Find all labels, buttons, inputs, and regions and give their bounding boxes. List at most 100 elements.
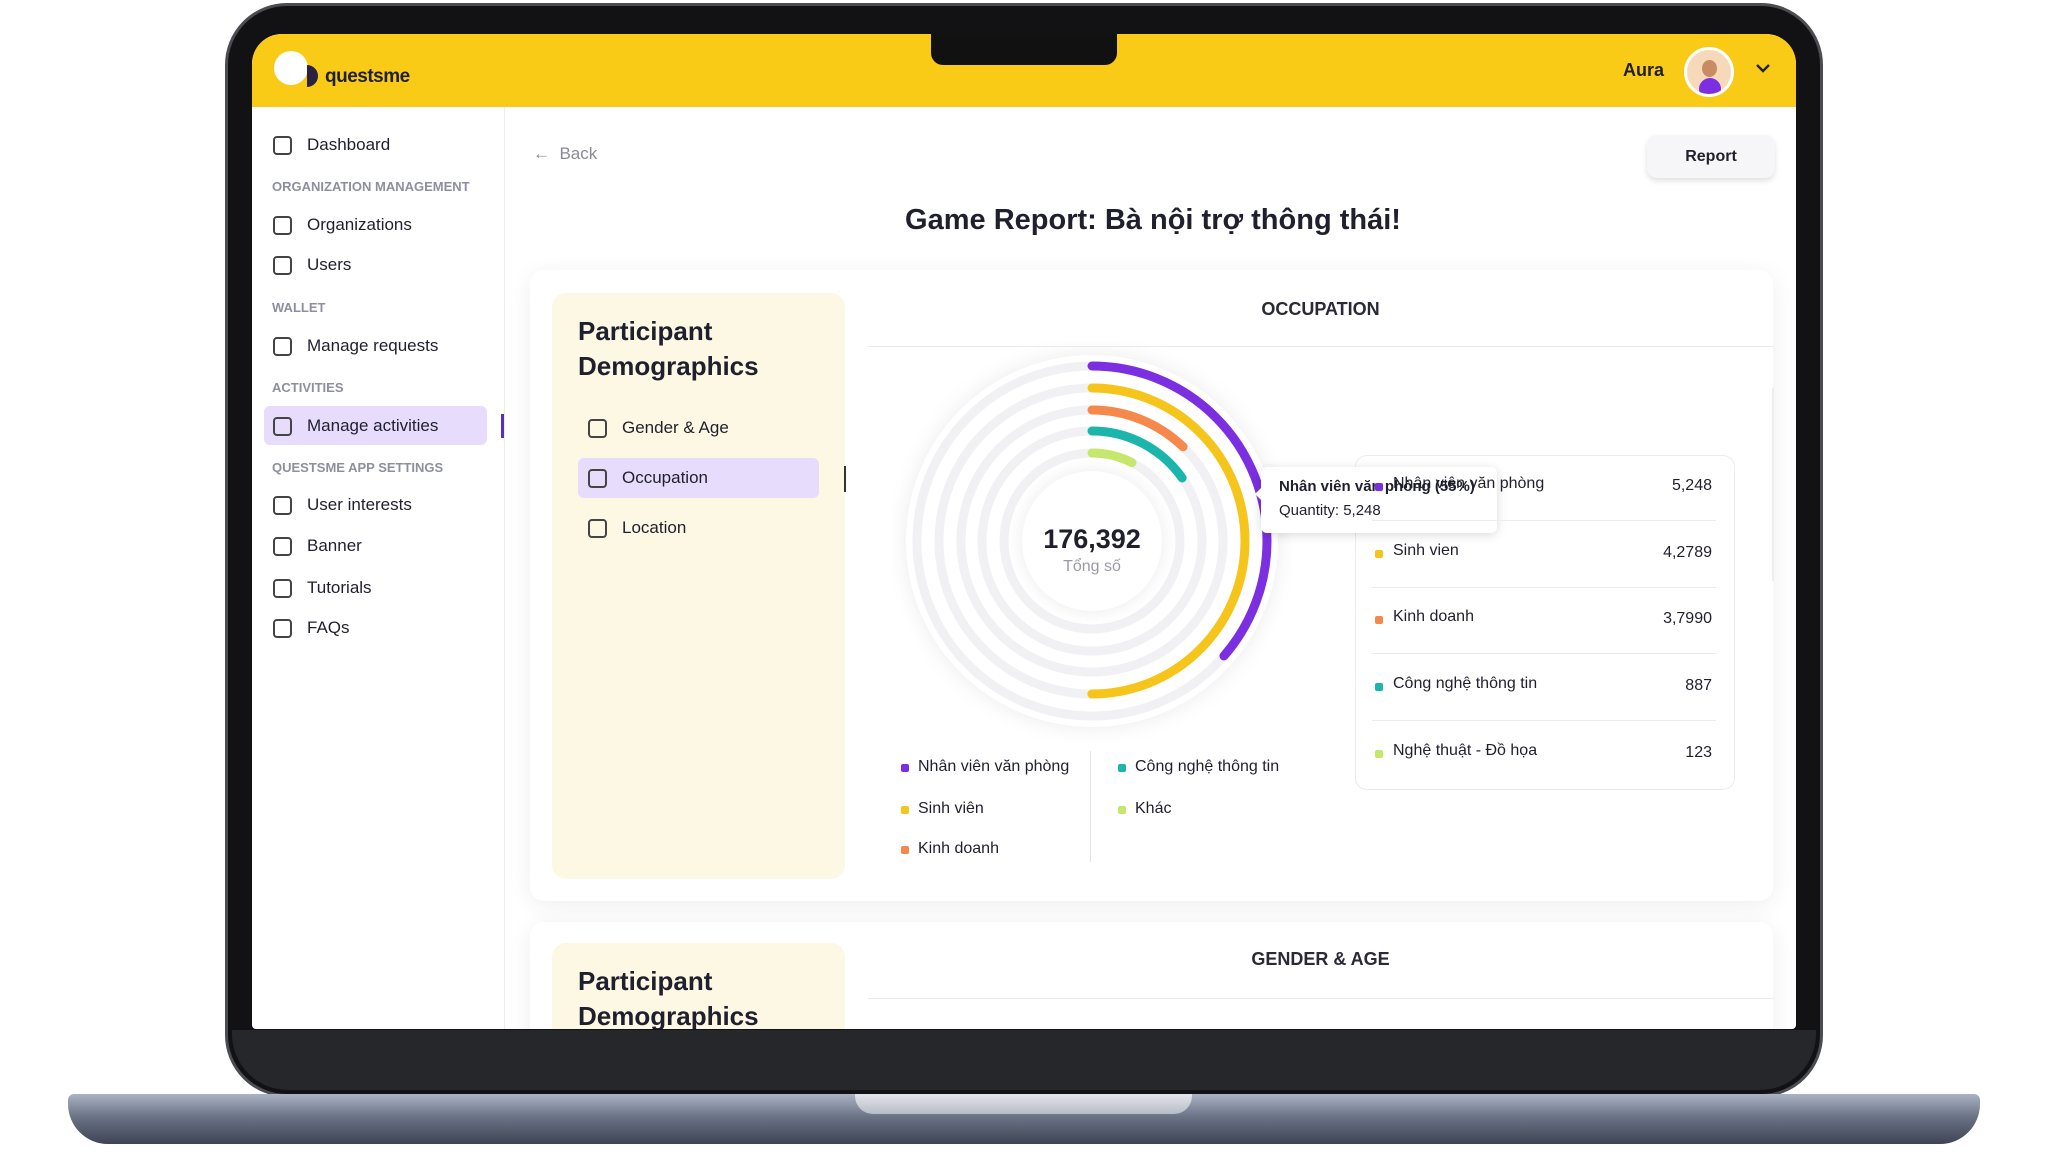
sidebar-item[interactable]: Manage requests xyxy=(307,335,439,355)
row-divider xyxy=(1372,653,1716,654)
section-divider xyxy=(868,346,1773,347)
dropdown-chevron[interactable] xyxy=(1755,62,1771,74)
menu-icon xyxy=(588,419,607,438)
row-dot xyxy=(1375,550,1383,558)
menu-icon xyxy=(273,216,292,235)
menu-icon xyxy=(273,337,292,356)
row-name: Sinh vien xyxy=(1393,542,1459,560)
user-avatar[interactable] xyxy=(1684,47,1734,97)
sidebar-item[interactable]: User interests xyxy=(307,494,412,514)
panel-menu-item[interactable]: Location xyxy=(622,517,687,537)
sidebar-item[interactable]: Dashboard xyxy=(307,134,391,154)
legend-label: Nhân viên văn phòng xyxy=(918,758,1070,776)
ring-arc xyxy=(977,426,1207,656)
camera-notch xyxy=(931,34,1117,65)
logo-text: questsme xyxy=(325,66,410,87)
legend-label: Sinh viên xyxy=(918,800,984,818)
menu-icon xyxy=(273,537,292,556)
row-dot xyxy=(1375,750,1383,758)
row-divider xyxy=(1372,520,1716,521)
legend-label: Khác xyxy=(1135,800,1172,818)
panel-scroll-indicator xyxy=(844,466,846,492)
ring-arc xyxy=(956,405,1228,677)
ring-center xyxy=(1022,471,1162,611)
legend-divider xyxy=(1090,751,1091,862)
row-dot xyxy=(1375,683,1383,691)
row-value: 123 xyxy=(1685,744,1712,762)
sidebar-border xyxy=(504,107,505,1029)
row-name: Kinh doanh xyxy=(1393,608,1474,626)
menu-icon xyxy=(273,136,292,155)
sidebar-item[interactable]: FAQs xyxy=(307,617,350,637)
page-title: Game Report: Bà nội trợ thông thái! xyxy=(905,204,1401,236)
sidebar-section-label: WALLET xyxy=(272,300,326,316)
panel-title: Participant Demographics xyxy=(578,966,759,1029)
menu-icon xyxy=(273,579,292,598)
panel-title: Participant Demographics xyxy=(578,316,759,381)
active-item-indicator xyxy=(501,414,504,438)
sidebar-section-label: ORGANIZATION MANAGEMENT xyxy=(272,179,470,195)
row-value: 887 xyxy=(1685,677,1712,695)
sidebar-item[interactable]: Manage activities xyxy=(307,415,439,435)
menu-icon xyxy=(273,496,292,515)
back-link[interactable]: ← Back xyxy=(533,144,598,163)
menu-icon xyxy=(588,469,607,488)
row-name: Nhân viên văn phòng xyxy=(1393,475,1545,493)
screen: questsme Aura ← Back Report Game Report:… xyxy=(252,34,1796,1029)
card-panel xyxy=(552,293,845,879)
active-item-highlight xyxy=(264,406,487,445)
table-box xyxy=(1355,455,1735,790)
tooltip-quantity: Quantity: 5,248 xyxy=(1279,502,1381,519)
legend-swatch xyxy=(901,846,909,854)
legend-swatch xyxy=(1118,806,1126,814)
legend-swatch xyxy=(901,764,909,772)
section-title: GENDER & AGE xyxy=(1251,949,1390,969)
user-name: Aura xyxy=(1623,60,1665,80)
section-title: OCCUPATION xyxy=(1261,299,1380,319)
row-value: 4,2789 xyxy=(1663,544,1712,562)
row-value: 3,7990 xyxy=(1663,610,1712,628)
panel-menu-item[interactable]: Gender & Age xyxy=(622,417,729,437)
ring-arc xyxy=(934,383,1250,699)
row-dot xyxy=(1375,616,1383,624)
legend-swatch xyxy=(1118,764,1126,772)
center-label: Tổng số xyxy=(1063,558,1121,575)
section-divider xyxy=(868,998,1773,999)
panel-menu-item[interactable]: Occupation xyxy=(622,467,708,487)
row-divider xyxy=(1372,720,1716,721)
sidebar-section-label: ACTIVITIES xyxy=(272,380,344,396)
ring-arc xyxy=(912,361,1272,721)
ring-arc xyxy=(999,448,1185,634)
logo-icon-dot xyxy=(307,65,318,87)
menu-icon xyxy=(273,256,292,275)
row-divider xyxy=(1372,587,1716,588)
sidebar-section-label: QUESTSME APP SETTINGS xyxy=(272,460,444,476)
back-text[interactable]: Back xyxy=(559,144,598,163)
sidebar-item[interactable]: Organizations xyxy=(307,214,412,234)
report-button[interactable]: Report xyxy=(1647,135,1775,178)
scrollbar xyxy=(1772,388,1774,581)
center-total: 176,392 xyxy=(1043,524,1141,554)
card-panel xyxy=(552,943,845,1029)
menu-icon xyxy=(273,417,292,436)
legend-label: Kinh doanh xyxy=(918,840,999,858)
row-name: Công nghệ thông tin xyxy=(1393,675,1538,693)
laptop-bezel-bottom xyxy=(232,1030,1816,1090)
row-value: 5,248 xyxy=(1671,477,1712,495)
legend-label: Công nghệ thông tin xyxy=(1135,758,1280,776)
sidebar-item[interactable]: Banner xyxy=(307,535,362,555)
menu-icon xyxy=(588,519,607,538)
row-dot xyxy=(1375,483,1383,491)
legend-swatch xyxy=(901,806,909,814)
tooltip xyxy=(1261,467,1497,533)
laptop-base-notch xyxy=(855,1094,1192,1114)
sidebar-item[interactable]: Users xyxy=(307,254,352,274)
tooltip-arrow xyxy=(1255,486,1263,502)
row-name: Nghệ thuật - Đồ họa xyxy=(1393,742,1538,760)
sidebar-item[interactable]: Tutorials xyxy=(307,577,372,597)
radial-chart xyxy=(906,355,1278,727)
logo-icon xyxy=(274,51,308,85)
menu-icon xyxy=(273,619,292,638)
menu-highlight xyxy=(578,458,819,498)
